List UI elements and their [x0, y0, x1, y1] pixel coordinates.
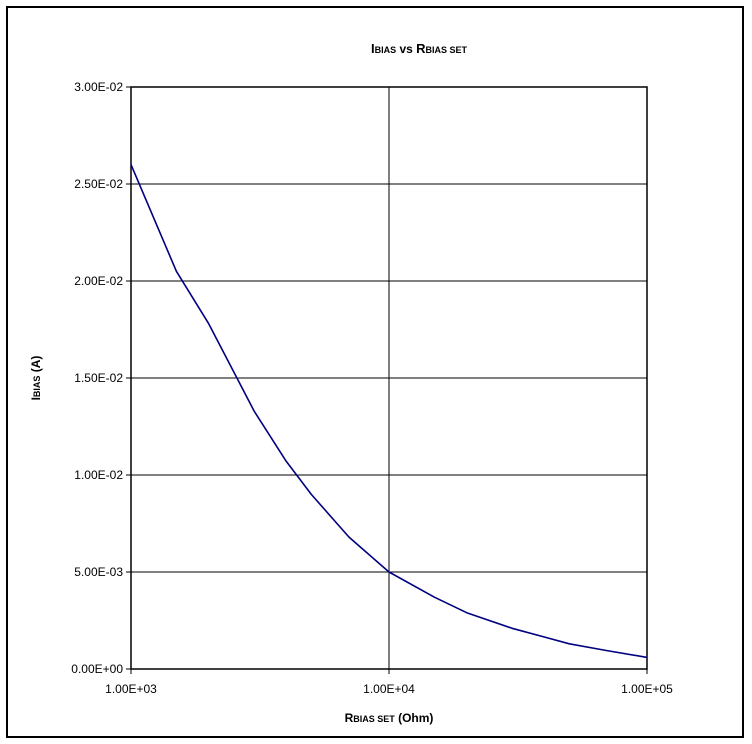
data-point [208, 323, 210, 325]
y-tick-label: 1.00E-02 [74, 468, 123, 482]
chart-title: IBIAS vs RBIAS SET [371, 41, 468, 56]
data-point [130, 164, 132, 166]
series-group [130, 164, 648, 659]
data-point [388, 571, 390, 573]
x-axis-label: RBIAS SET (Ohm) [345, 711, 434, 725]
data-point [568, 643, 570, 645]
chart-frame [6, 6, 744, 738]
x-tick-label: 1.00E+03 [105, 682, 157, 696]
y-axis-label: IBIAS (A) [29, 356, 43, 401]
data-point [606, 649, 608, 652]
y-tick-label: 2.00E-02 [74, 274, 123, 288]
data-point [433, 596, 436, 598]
data-point [646, 656, 648, 658]
data-point [466, 612, 468, 614]
y-tick-label: 2.50E-02 [74, 177, 123, 191]
data-point [511, 627, 513, 629]
data-point [348, 536, 350, 538]
x-tick-label: 1.00E+04 [363, 682, 415, 696]
data-point [285, 460, 287, 463]
tick-labels: 0.00E+00 5.00E-03 1.00E-02 1.50E-02 2.00E-02… [71, 80, 673, 696]
y-tick-label: 3.00E-02 [74, 80, 123, 94]
x-tick-label: 1.00E+05 [621, 682, 673, 696]
grid-lines [131, 87, 647, 669]
data-point [253, 410, 255, 412]
data-point [175, 270, 178, 272]
y-tick-label: 1.50E-02 [74, 371, 123, 385]
data-point [310, 493, 312, 495]
y-tick-label: 0.00E+00 [71, 662, 123, 676]
y-tick-label: 5.00E-03 [74, 565, 123, 579]
data-point [543, 636, 545, 638]
